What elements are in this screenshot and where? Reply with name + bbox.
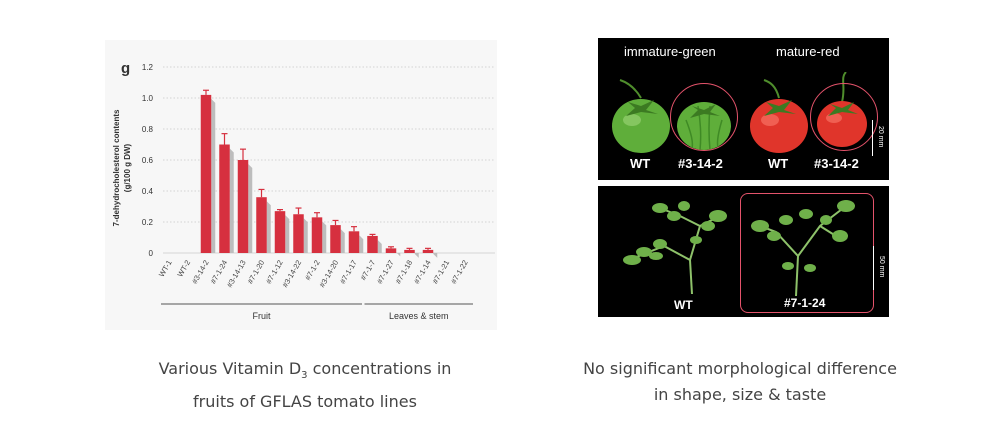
y-axis-label: 7-dehydrocholesterol contents: [112, 109, 121, 226]
fruit-label-line-green: #3-14-2: [678, 156, 723, 171]
plant-label-line: #7-1-24: [784, 296, 826, 310]
x-tick-label: #7-1-17: [338, 259, 359, 286]
y-tick-label: 1.2: [142, 63, 154, 72]
stage-label-immature-green: immature-green: [624, 44, 716, 59]
photo-caption: No significant morphological difference …: [560, 356, 920, 408]
highlight-ring-green: [670, 83, 738, 151]
bar: [200, 94, 212, 254]
highlight-ring-red: [810, 83, 878, 151]
bar-shadow: [229, 148, 234, 253]
bar: [256, 197, 267, 253]
group-label: Fruit: [253, 311, 271, 321]
bar-shadow: [377, 239, 382, 253]
fruit-label-wt-green: WT: [630, 156, 651, 171]
y-tick-label: 0.4: [142, 187, 154, 196]
bar: [274, 211, 286, 253]
x-tick-label: #7-1-7: [359, 259, 378, 282]
bar-shadow: [340, 229, 345, 253]
red-tomato-wt-image: [750, 79, 808, 153]
chart-panel: [105, 40, 497, 330]
bar: [293, 214, 304, 253]
plant-photo-panel: WT #7-1-24 50 mm: [598, 186, 889, 317]
y-tick-label: 0: [149, 249, 154, 258]
line-plant-image: [751, 200, 855, 296]
fruit-label-wt-red: WT: [768, 156, 789, 171]
caption-left-line2: fruits of GFLAS tomato lines: [193, 392, 417, 412]
bar: [422, 249, 434, 253]
bar-shadow: [414, 253, 419, 258]
caption-left-line1-end: concentrations in: [307, 359, 452, 378]
green-tomato-wt-image: [612, 79, 670, 153]
x-tick-label: #7-1-2: [303, 259, 322, 282]
bar-shadow: [433, 253, 438, 258]
bar: [237, 160, 249, 253]
y-tick-label: 0.6: [142, 156, 154, 165]
x-tick-label: #7-1-22: [449, 259, 470, 286]
bar: [367, 235, 378, 253]
bar: [219, 144, 230, 253]
bar-shadow: [266, 201, 271, 253]
highlight-box-plant: [740, 193, 874, 313]
bar: [404, 249, 415, 253]
bar: [385, 248, 397, 253]
bar-shadow: [359, 235, 364, 253]
bar: [348, 231, 360, 253]
bar-shadow: [322, 221, 327, 253]
wt-plant-image: [623, 201, 727, 294]
bar-shadow: [248, 164, 253, 253]
bar-shadow: [303, 218, 308, 253]
caption-left-line1: Various Vitamin D: [158, 359, 302, 378]
caption-left-subscript: 3: [301, 370, 308, 382]
plant-label-wt: WT: [674, 298, 693, 312]
scale-bar-bottom: [873, 246, 874, 290]
x-tick-label: WT-2: [175, 259, 192, 279]
scale-bar-top: [872, 120, 873, 156]
bar: [311, 217, 323, 253]
x-tick-label: WT-1: [157, 259, 174, 279]
bar-shadow: [396, 252, 401, 257]
bar-shadow: [211, 98, 216, 254]
y-axis-unit: (g/100 g DW): [123, 143, 132, 192]
caption-right-line2: in shape, size & taste: [653, 385, 827, 404]
panel-letter: g: [121, 60, 130, 77]
scale-label-bottom: 50 mm: [878, 256, 885, 278]
scale-label-top: 20 mm: [877, 126, 884, 148]
bar-shadow: [285, 215, 290, 253]
stage-label-mature-red: mature-red: [776, 44, 840, 59]
bar: [330, 225, 341, 253]
fruit-photo-panel: immature-green mature-red WT #3-14-2 WT …: [598, 38, 889, 180]
y-tick-label: 0.2: [142, 218, 154, 227]
caption-right-line1: No significant morphological difference: [583, 359, 897, 378]
group-label: Leaves & stem: [389, 311, 449, 321]
y-tick-label: 0.8: [142, 125, 154, 134]
chart-caption: Various Vitamin D3 concentrations in fru…: [120, 356, 490, 415]
fruit-label-line-red: #3-14-2: [814, 156, 859, 171]
y-tick-label: 1.0: [142, 94, 154, 103]
bar-chart: 0 0.2 0.4 0.6 0.8 1.0 1.2 g 7-dehydrocholesterol…: [112, 60, 495, 321]
